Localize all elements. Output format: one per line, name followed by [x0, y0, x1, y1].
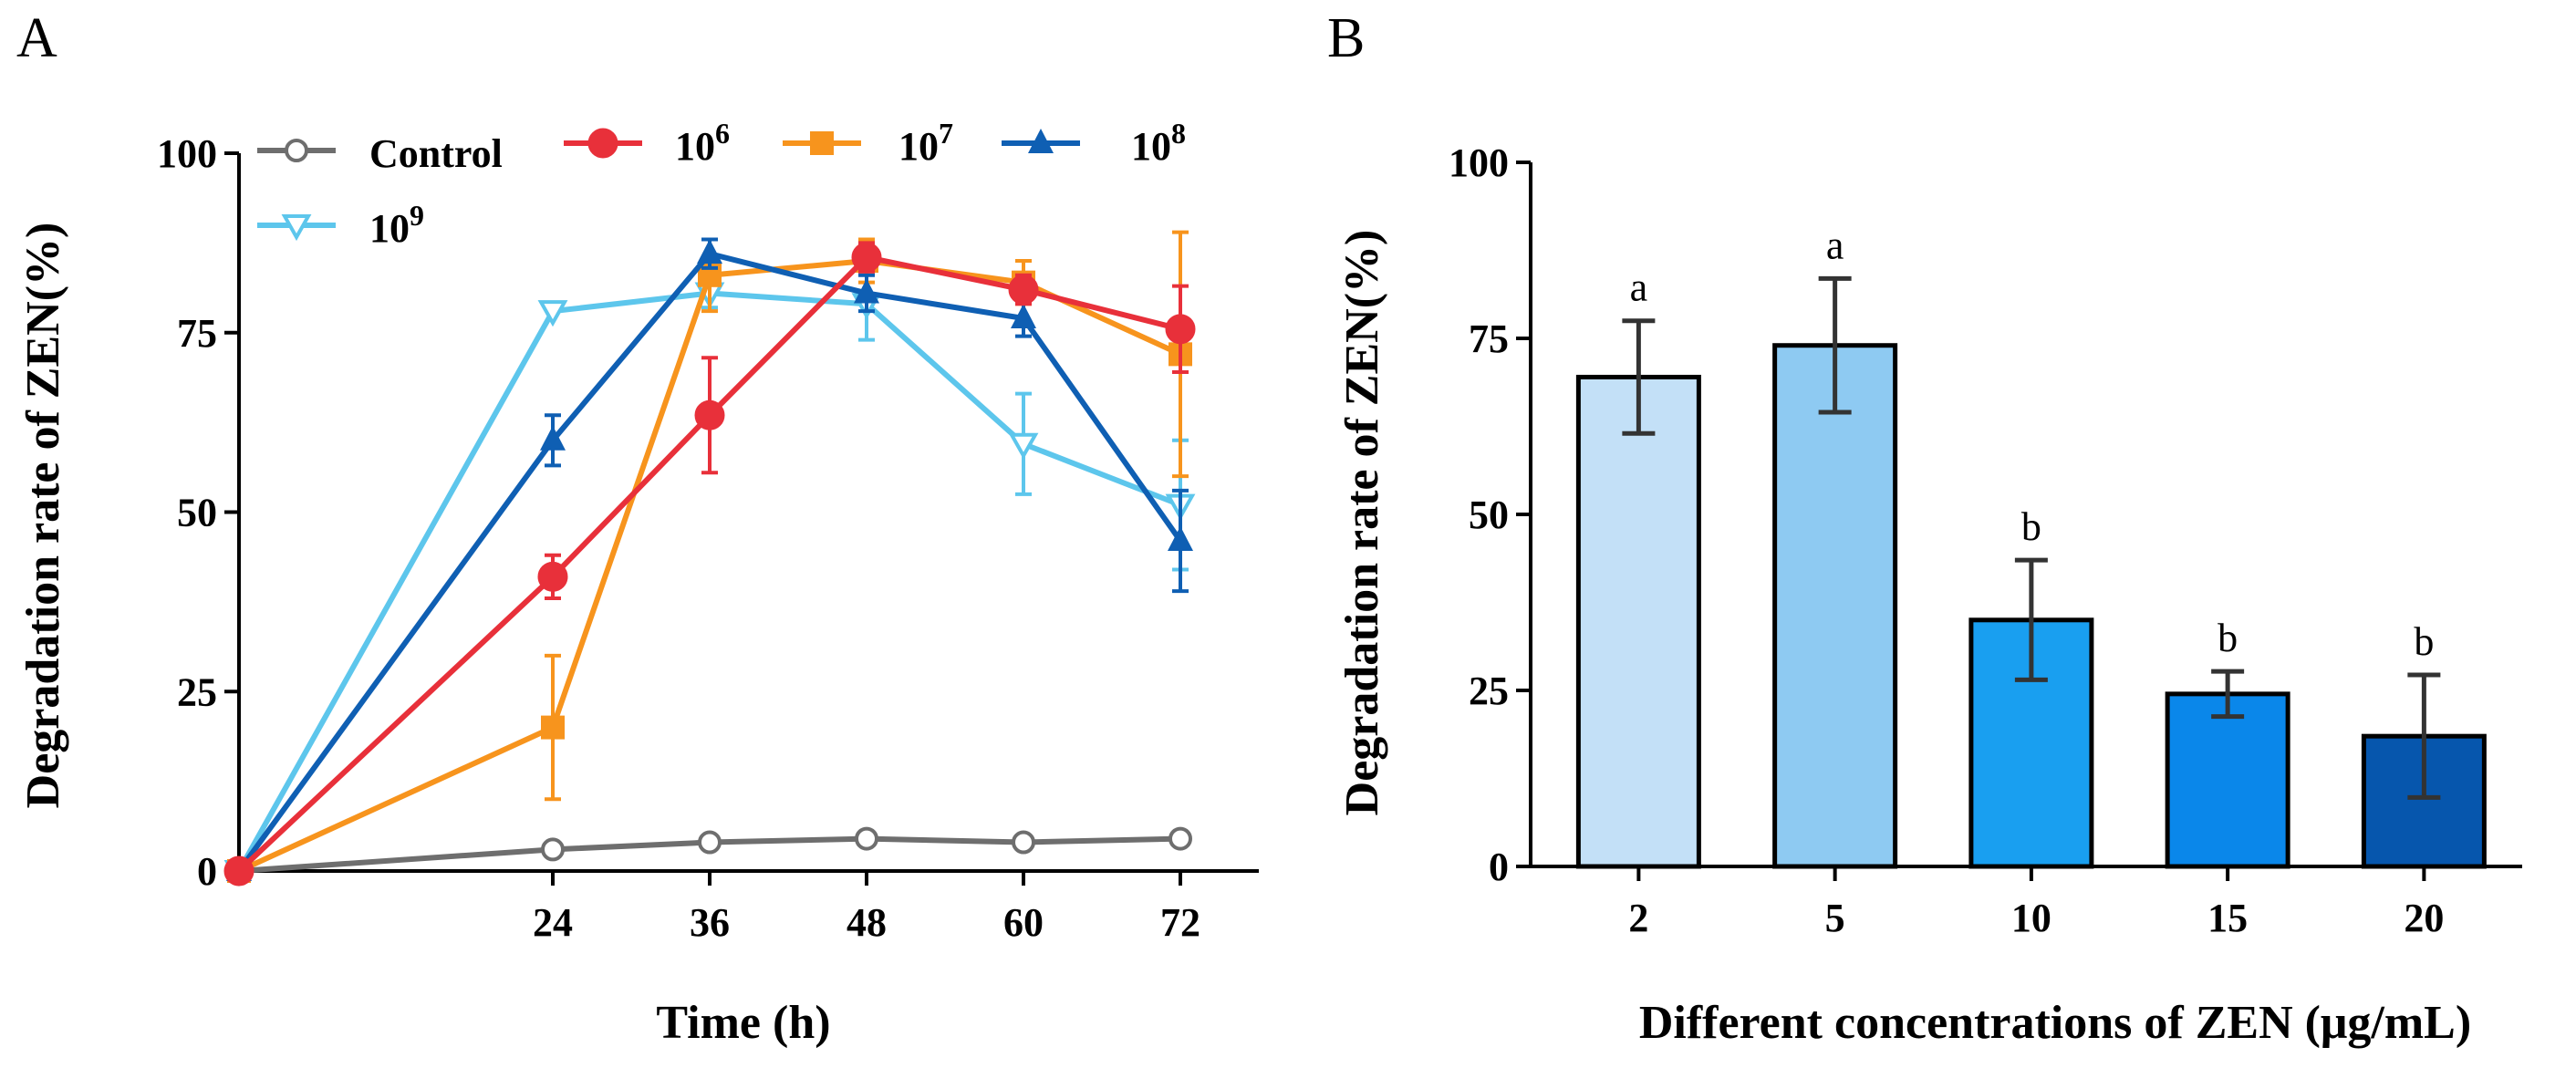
panel-a-y-tick-label: 0 [197, 849, 217, 894]
panel-a-point [1168, 525, 1193, 551]
panel-a-series-3 [226, 237, 1193, 881]
panel-b-bar-group-0: a2 [1575, 265, 1701, 940]
legend-label-base: 10 [898, 124, 939, 169]
panel-a-series-line [238, 835, 1181, 874]
legend-item-3: 108 [1002, 117, 1186, 169]
legend-item-0: Control [257, 131, 503, 176]
panel-b-x-tick-label: 10 [2011, 896, 2051, 940]
legend-label: 109 [369, 199, 424, 251]
panel-b-bar-group-4: b 20 [2361, 619, 2487, 940]
panel-b-bar [1575, 374, 1701, 869]
panel-b-bar [1772, 343, 1898, 869]
panel-b-y-tick-label: 25 [1469, 669, 1509, 713]
legend-label-exponent: 9 [410, 199, 424, 232]
panel-b-bar-group-1: a5 [1772, 223, 1898, 940]
panel-b-y-tick-label: 50 [1469, 493, 1509, 537]
panel-b-significance-label: b [2021, 504, 2041, 549]
legend-label: 106 [675, 117, 730, 169]
panel-a-point [537, 561, 568, 592]
panel-a-point [1011, 304, 1036, 329]
panel-a-ylabel: Degradation rate of ZEN(%) [17, 223, 69, 809]
panel-b-xlabel: Different concentrations of ZEN (μg/mL) [1639, 997, 2471, 1049]
panel-a-x-tick-label: 48 [847, 900, 887, 945]
panel-b-bar-group-3: b 15 [2165, 616, 2290, 940]
panel-a-point [541, 715, 565, 740]
legend-label-base: 10 [1131, 124, 1171, 169]
panel-b-label: B [1327, 7, 1365, 69]
panel-a-point [537, 300, 568, 327]
panel-a-series-2 [227, 230, 1192, 883]
panel-b-axes: 0 25 50 75 100 [1449, 140, 2522, 889]
panel-a-label: A [16, 7, 57, 69]
panel-b-y-tick-label: 0 [1489, 845, 1509, 889]
legend-label-exponent: 8 [1171, 117, 1186, 150]
panel-b: B Degradation rate of ZEN(%) Different c… [1327, 7, 2522, 1049]
legend-label: Control [369, 131, 503, 176]
panel-a-xlabel: Time (h) [656, 997, 830, 1049]
panel-b-bar [2165, 691, 2290, 869]
legend-swatch-marker [1028, 129, 1054, 153]
legend-label-base: 10 [675, 124, 715, 169]
panel-a-point [1165, 314, 1196, 345]
panel-a-point [1169, 826, 1192, 851]
panel-b-bar-group-2: b 10 [1968, 504, 2094, 940]
legend-swatch-marker [281, 214, 312, 242]
panel-a-point [1008, 275, 1039, 306]
panel-a-point [540, 425, 566, 451]
legend-item-1: 106 [564, 117, 730, 169]
panel-a-point [855, 826, 878, 851]
panel-b-significance-label: b [2414, 619, 2434, 664]
panel-b-x-tick-label: 20 [2404, 896, 2444, 940]
panel-a-point [694, 399, 725, 430]
panel-a-point [697, 239, 722, 264]
panel-a-point [698, 830, 722, 855]
panel-b-y-tick-label: 100 [1449, 140, 1509, 185]
panel-a-x-tick-label: 24 [533, 900, 573, 945]
panel-b-significance-label: a [1630, 265, 1648, 310]
panel-a-x-tick-label: 72 [1160, 900, 1200, 945]
panel-b-y-tick-label: 75 [1469, 316, 1509, 361]
panel-a-point [851, 242, 882, 273]
panel-a-y-tick-label: 75 [177, 311, 217, 356]
panel-a: A Degradation rate of ZEN(%) Time (h) 0 2… [16, 7, 1259, 1049]
legend-label-base: Control [369, 131, 503, 176]
legend-swatch-marker [285, 139, 308, 162]
panel-b-significance-label: a [1826, 223, 1844, 267]
legend-item-2: 107 [783, 117, 953, 169]
panel-a-y-tick-label: 50 [177, 491, 217, 535]
legend-item-4: 109 [257, 199, 424, 251]
panel-a-point [1012, 830, 1035, 855]
panel-a-series-line [236, 254, 1181, 874]
panel-a-series-line [236, 290, 1182, 873]
panel-b-x-tick-label: 5 [1825, 896, 1845, 940]
legend-label: 108 [1131, 117, 1186, 169]
panel-a-point [854, 278, 879, 304]
panel-a-series-line [237, 258, 1182, 874]
panel-a-y-tick-label: 25 [177, 669, 217, 714]
legend-swatch-marker [810, 131, 834, 155]
panel-b-ylabel: Degradation rate of ZEN(%) [1336, 230, 1388, 816]
legend-label: 107 [898, 117, 953, 169]
panel-a-series [223, 230, 1196, 887]
panel-a-series-1 [223, 241, 1196, 887]
legend-label-exponent: 7 [939, 117, 953, 150]
legend-swatch-marker [587, 128, 618, 159]
legend-label-base: 10 [369, 206, 410, 251]
panel-b-x-tick-label: 2 [1628, 896, 1648, 940]
panel-a-series-0 [227, 826, 1192, 883]
panel-a-point [1008, 432, 1039, 460]
panel-a-point [223, 855, 254, 887]
panel-b-significance-label: b [2218, 616, 2238, 660]
panel-a-point [541, 837, 565, 862]
panel-a-x-tick-label: 36 [690, 900, 730, 945]
panel-a-axes: 0 25 50 75 100 24 36 48 60 72 [157, 131, 1259, 945]
legend-label-exponent: 6 [715, 117, 730, 150]
panel-a-x-tick-label: 60 [1003, 900, 1044, 945]
panel-b-x-tick-label: 15 [2207, 896, 2248, 940]
panel-a-series-line [236, 251, 1183, 873]
panel-a-y-tick-label: 100 [157, 131, 217, 176]
